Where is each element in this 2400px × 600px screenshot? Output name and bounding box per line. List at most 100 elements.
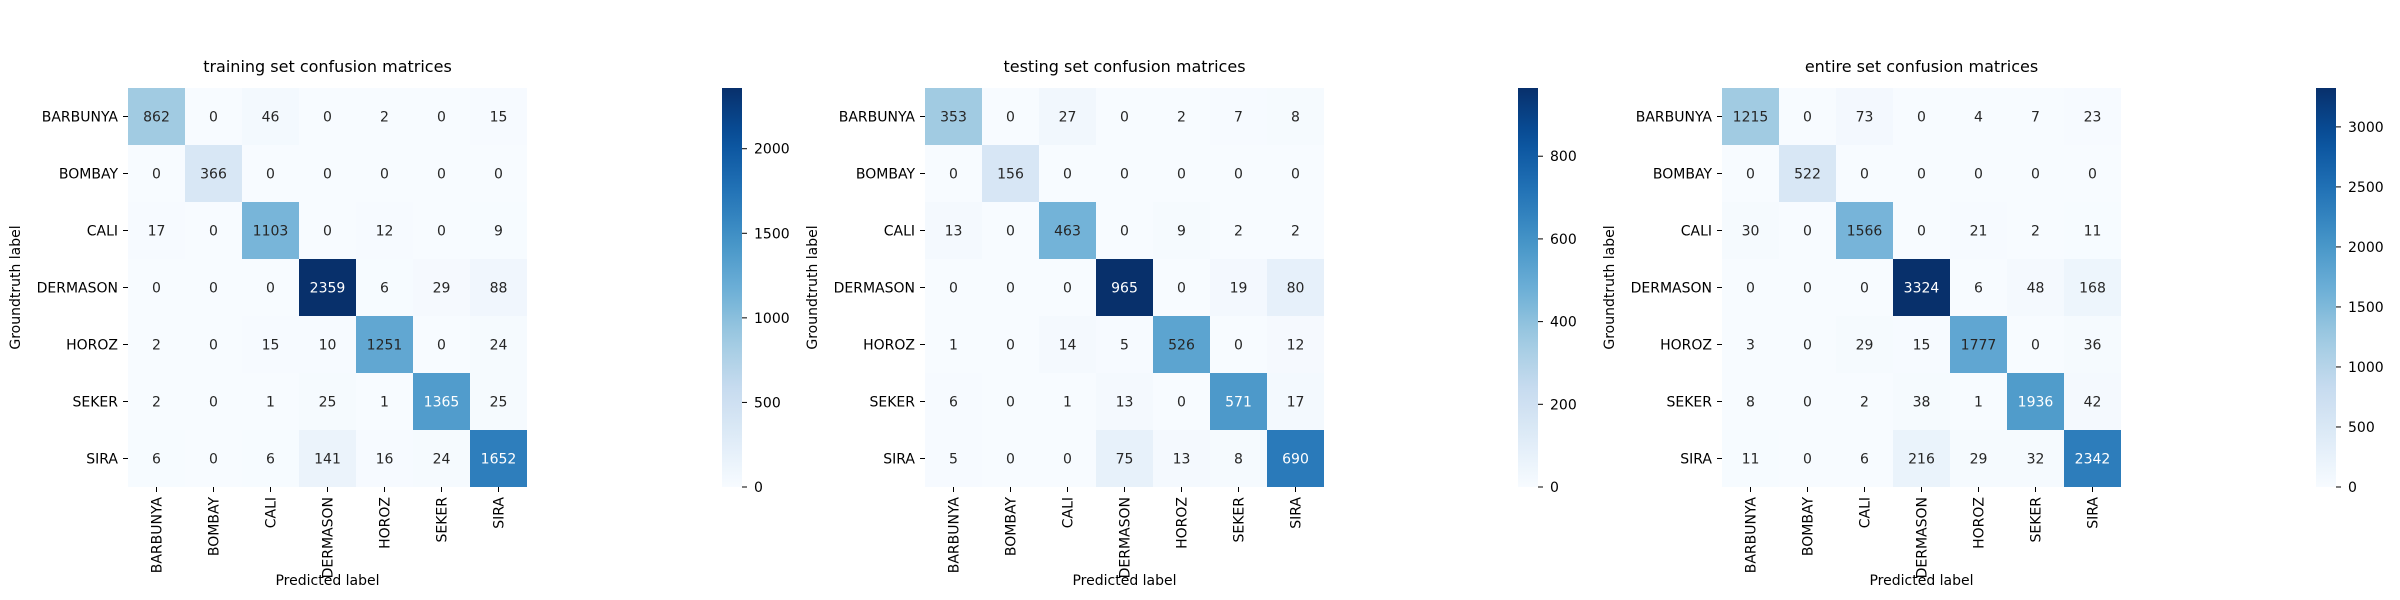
cell-value-label: 2 xyxy=(152,395,161,411)
heatmap-cell xyxy=(1779,430,1836,487)
heatmap-cell xyxy=(982,430,1039,487)
heatmap-cell xyxy=(1893,430,1950,487)
cell-value-label: 0 xyxy=(266,281,275,297)
heatmap-cell xyxy=(470,259,527,316)
heatmap-cell xyxy=(185,430,242,487)
heatmap-cell xyxy=(1210,316,1267,373)
heatmap-cell xyxy=(413,88,470,145)
cell-value-label: 8 xyxy=(1746,395,1755,411)
x-axis-label: Predicted label xyxy=(275,573,379,589)
heatmap-cell xyxy=(128,88,185,145)
cell-value-label: 0 xyxy=(1803,395,1812,411)
heatmap-cell xyxy=(2007,430,2064,487)
cell-value-label: 17 xyxy=(148,224,166,240)
cell-value-label: 0 xyxy=(380,167,389,183)
cell-value-label: 6 xyxy=(1860,452,1869,468)
cell-value-label: 0 xyxy=(437,338,446,354)
cell-value-label: 0 xyxy=(1006,281,1015,297)
cell-value-label: 0 xyxy=(1803,224,1812,240)
cell-value-label: 0 xyxy=(437,167,446,183)
cell-value-label: 0 xyxy=(2031,167,2040,183)
heatmap-cell xyxy=(1779,259,1836,316)
colorbar-tick-label: 1000 xyxy=(754,311,790,327)
colorbar xyxy=(2316,88,2336,487)
heatmap-cell xyxy=(1722,430,1779,487)
x-tick-label: SIRA xyxy=(2086,497,2102,529)
cell-value-label: 1 xyxy=(1974,395,1983,411)
cell-value-label: 0 xyxy=(1917,224,1926,240)
colorbar-tick-label: 200 xyxy=(1550,397,1577,413)
cell-value-label: 463 xyxy=(1054,224,1081,240)
cell-value-label: 965 xyxy=(1111,281,1138,297)
heatmap-cell xyxy=(1836,88,1893,145)
heatmap-cell xyxy=(1779,145,1836,202)
cell-value-label: 1566 xyxy=(1847,224,1883,240)
heatmap-cell xyxy=(1836,430,1893,487)
heatmap-cell xyxy=(1210,259,1267,316)
colorbar-tick-label: 2000 xyxy=(2348,240,2384,256)
heatmap-cell xyxy=(2007,259,2064,316)
heatmap-cell xyxy=(2064,430,2121,487)
heatmap-cell xyxy=(299,373,356,430)
heatmap-cell xyxy=(1779,316,1836,373)
cell-value-label: 2 xyxy=(1860,395,1869,411)
cell-value-label: 11 xyxy=(1742,452,1760,468)
cell-value-label: 36 xyxy=(2084,338,2102,354)
cell-value-label: 571 xyxy=(1225,395,1252,411)
heatmap-cell xyxy=(242,259,299,316)
cell-value-label: 0 xyxy=(1234,338,1243,354)
y-tick-label: BARBUNYA xyxy=(42,110,119,126)
cell-value-label: 6 xyxy=(1974,281,1983,297)
heatmap-cell xyxy=(128,430,185,487)
cell-value-label: 0 xyxy=(1063,167,1072,183)
cell-value-label: 29 xyxy=(1970,452,1988,468)
heatmap-cell xyxy=(356,88,413,145)
cell-value-label: 0 xyxy=(1803,110,1812,126)
y-tick-label: CALI xyxy=(1681,224,1712,240)
cell-value-label: 366 xyxy=(200,167,227,183)
cell-value-label: 48 xyxy=(2027,281,2045,297)
heatmap-cell xyxy=(982,88,1039,145)
heatmap-cell xyxy=(1893,88,1950,145)
cell-value-label: 0 xyxy=(1006,338,1015,354)
cell-value-label: 15 xyxy=(1913,338,1931,354)
cell-value-label: 0 xyxy=(1006,224,1015,240)
cell-value-label: 21 xyxy=(1970,224,1988,240)
heatmap-cell xyxy=(1950,202,2007,259)
heatmap-cell xyxy=(356,145,413,202)
cell-value-label: 0 xyxy=(1746,281,1755,297)
cell-value-label: 168 xyxy=(2079,281,2106,297)
heatmap-cell xyxy=(185,202,242,259)
cell-value-label: 13 xyxy=(945,224,963,240)
heatmap-cell xyxy=(356,373,413,430)
x-tick-label: CALI xyxy=(1858,497,1874,528)
cell-value-label: 0 xyxy=(494,167,503,183)
heatmap-cell xyxy=(982,145,1039,202)
heatmap-cell xyxy=(413,430,470,487)
cell-value-label: 0 xyxy=(1006,452,1015,468)
cell-value-label: 353 xyxy=(940,110,967,126)
chart-title: testing set confusion matrices xyxy=(1003,57,1245,76)
heatmap-cell xyxy=(1039,316,1096,373)
cell-value-label: 0 xyxy=(323,224,332,240)
cell-value-label: 1251 xyxy=(367,338,403,354)
cell-value-label: 0 xyxy=(1746,167,1755,183)
cell-value-label: 2 xyxy=(1177,110,1186,126)
cell-value-label: 2 xyxy=(380,110,389,126)
cell-value-label: 7 xyxy=(1234,110,1243,126)
heatmap-cell xyxy=(413,145,470,202)
y-tick-label: CALI xyxy=(884,224,915,240)
heatmap-cell xyxy=(2007,145,2064,202)
cell-value-label: 25 xyxy=(490,395,508,411)
heatmap-cell xyxy=(470,373,527,430)
cell-value-label: 0 xyxy=(1974,167,1983,183)
cell-value-label: 80 xyxy=(1287,281,1305,297)
chart-title: entire set confusion matrices xyxy=(1805,57,2038,76)
heatmap-cell xyxy=(356,316,413,373)
cell-value-label: 0 xyxy=(1917,167,1926,183)
cell-value-label: 14 xyxy=(1059,338,1077,354)
cell-value-label: 12 xyxy=(1287,338,1305,354)
cell-value-label: 19 xyxy=(1230,281,1248,297)
x-tick-label: CALI xyxy=(1061,497,1077,528)
y-tick-label: SEKER xyxy=(1667,395,1713,411)
